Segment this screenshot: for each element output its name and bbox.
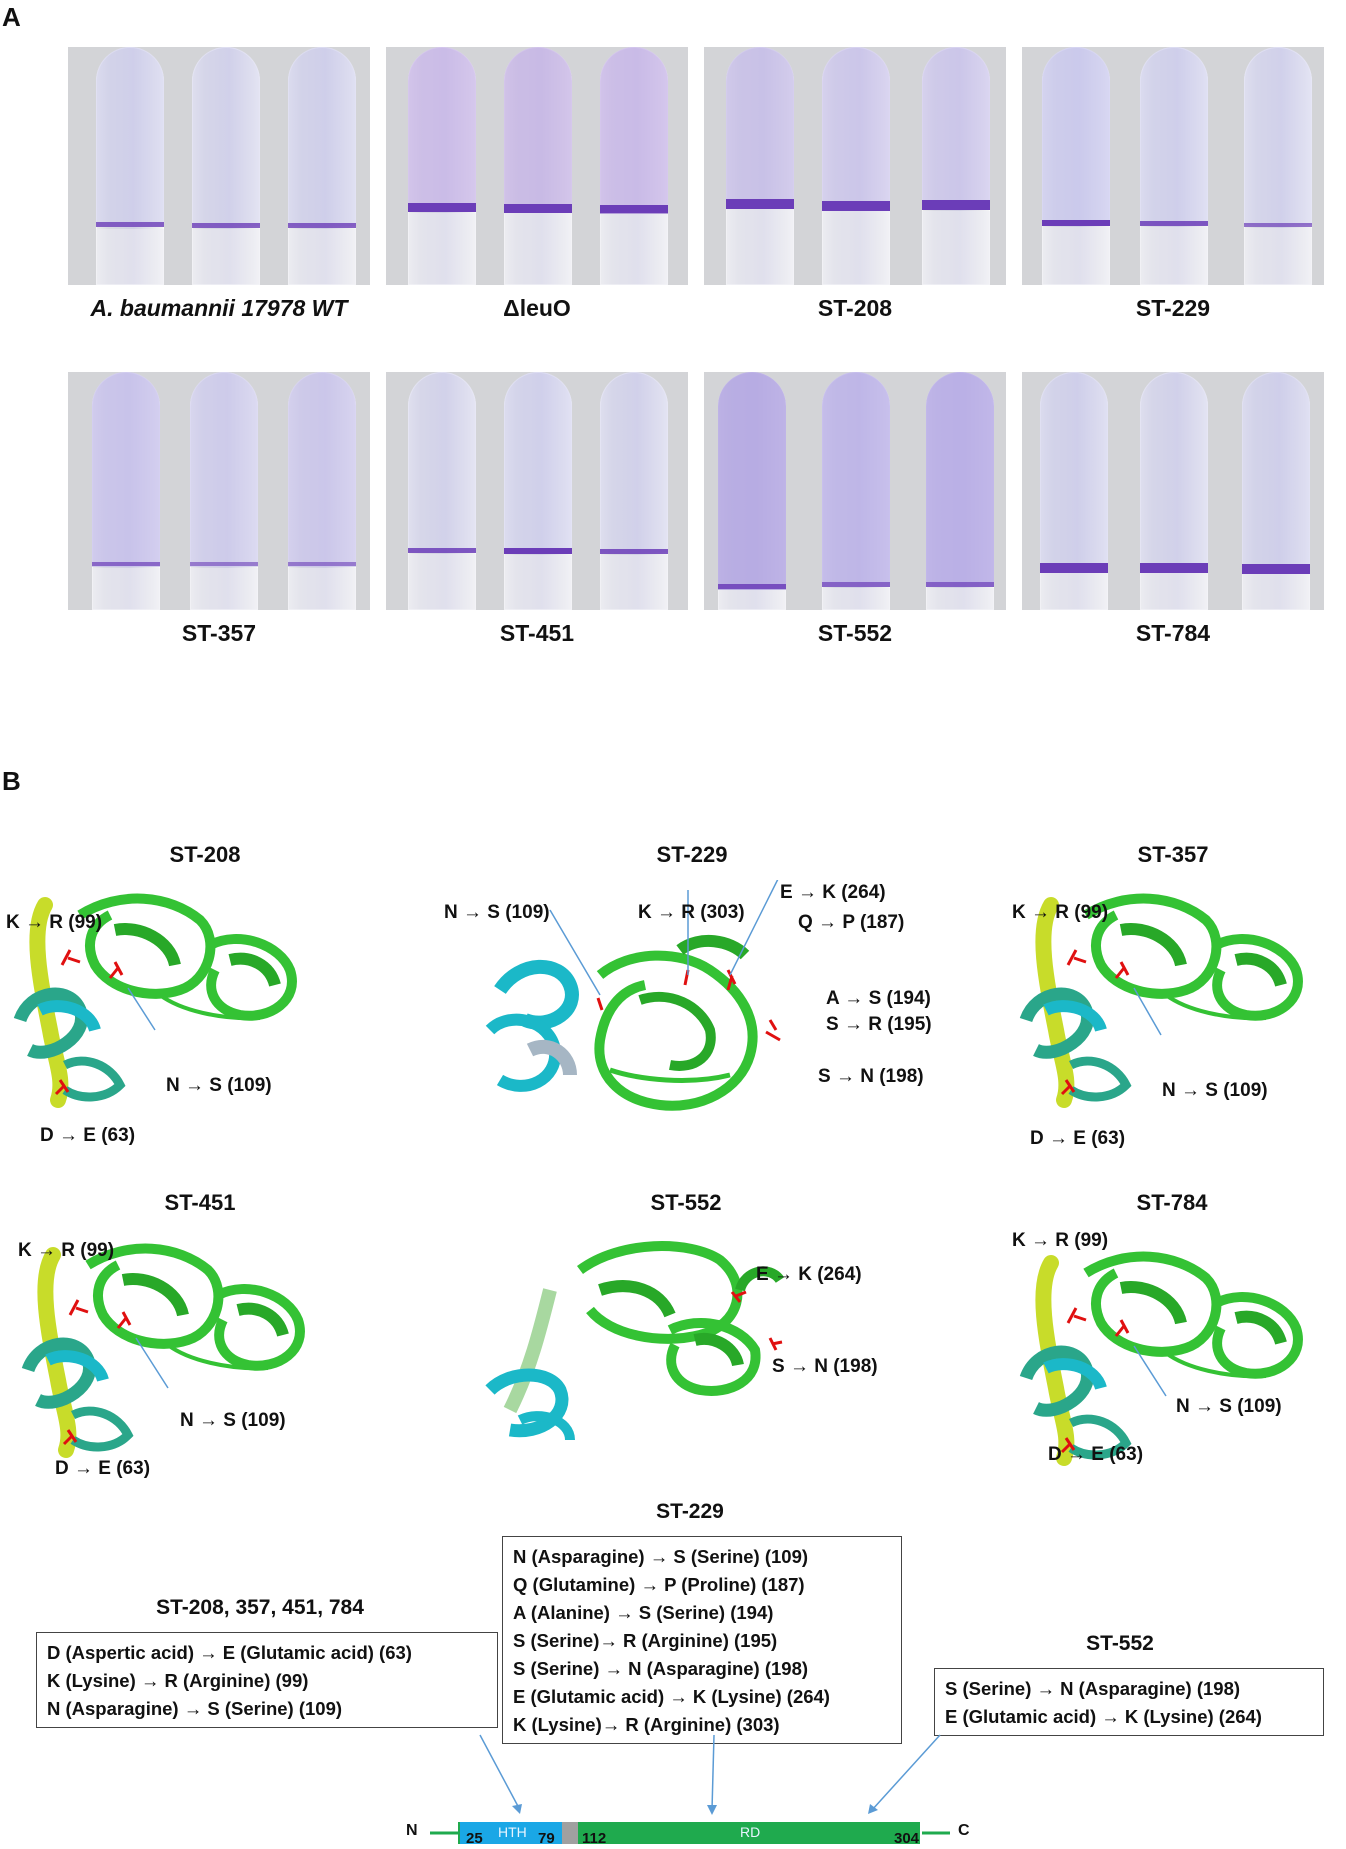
mut-st784-1: K → R (99): [1012, 1230, 1109, 1251]
photo-st552: [704, 372, 1006, 610]
box-line: N (Asparagine) → S (Serine) (109): [47, 1698, 343, 1719]
mut-st357-1: K → R (99): [1012, 902, 1109, 923]
mut-st784-2: N → S (109): [1176, 1396, 1282, 1417]
mutation-box-left: D (Aspertic acid) → E (Glutamic acid) (6…: [36, 1632, 498, 1728]
arrow-right: [871, 1734, 941, 1811]
structure-st208: [10, 870, 310, 1130]
mut-st208-3: D → E (63): [40, 1125, 136, 1146]
box-title-right: ST-552: [1086, 1632, 1154, 1655]
mut-st552-1: E → K (264): [756, 1264, 862, 1285]
mut-st229-2: K → R (303): [638, 902, 745, 923]
rd-label: RD: [740, 1824, 761, 1840]
mutation-box-right: S (Serine) → N (Asparagine) (198) E (Glu…: [934, 1668, 1324, 1736]
struct-title-st229: ST-229: [656, 842, 728, 867]
mut-st229-5: A → S (194): [826, 988, 931, 1009]
label-st208: ST-208: [817, 295, 893, 321]
arrow-left: [479, 1734, 521, 1811]
box-line: D (Aspertic acid) → E (Glutamic acid) (6…: [47, 1642, 412, 1663]
photo-st451: [386, 372, 688, 610]
mut-st357-2: N → S (109): [1162, 1080, 1268, 1101]
struct-title-st451: ST-451: [164, 1190, 236, 1215]
mut-st229-6: S → R (195): [826, 1014, 932, 1035]
pos-112: 112: [582, 1830, 607, 1847]
linker-region: [562, 1822, 578, 1844]
structure-st552: [485, 1241, 785, 1441]
box-line: A (Alanine) → S (Serine) (194): [513, 1602, 774, 1623]
mut-st229-3: E → K (264): [780, 882, 886, 903]
rd-domain: [578, 1822, 920, 1844]
hth-label: HTH: [498, 1824, 527, 1840]
mut-st451-1: K → R (99): [18, 1240, 115, 1261]
structure-st229: [485, 880, 781, 1111]
arrow-middle: [711, 1734, 715, 1811]
mut-st229-7: S → N (198): [818, 1066, 924, 1087]
mut-st208-1: K → R (99): [6, 912, 103, 933]
box-line: E (Glutamic acid) → K (Lysine) (264): [945, 1706, 1262, 1727]
label-delta-leuo: ΔleuO: [503, 295, 571, 321]
panel-a-label: A: [2, 2, 21, 32]
mut-st229-1: N → S (109): [444, 902, 550, 923]
pos-304: 304: [894, 1830, 920, 1847]
label-st229: ST-229: [1135, 295, 1211, 321]
photo-st357: [68, 372, 370, 610]
mut-st229-4: Q → P (187): [798, 912, 905, 933]
box-line: Q (Glutamine) → P (Proline) (187): [513, 1574, 805, 1595]
mut-st784-3: D → E (63): [1048, 1444, 1144, 1465]
box-line: E (Glutamic acid) → K (Lysine) (264): [513, 1686, 830, 1707]
structure-st784: [1016, 1228, 1316, 1488]
hth-domain: [460, 1822, 562, 1844]
panel-b-label: B: [2, 766, 21, 796]
label-st552: ST-552: [817, 620, 893, 646]
domain-map: [430, 1734, 950, 1844]
box-line: N (Asparagine) → S (Serine) (109): [513, 1546, 809, 1567]
photo-delta-leuo: [386, 47, 688, 285]
box-line: K (Lysine) → R (Arginine) (99): [47, 1670, 309, 1691]
c-terminus: C: [958, 1822, 970, 1839]
box-title-middle: ST-229: [656, 1500, 724, 1523]
structure-st357: [1016, 870, 1316, 1130]
mut-st451-2: N → S (109): [180, 1410, 286, 1431]
struct-title-st784: ST-784: [1136, 1190, 1208, 1215]
structure-st451: [18, 1220, 318, 1480]
mut-st451-3: D → E (63): [55, 1458, 151, 1479]
box-line: K (Lysine)→ R (Arginine) (303): [513, 1714, 780, 1735]
box-line: S (Serine)→ R (Arginine) (195): [513, 1630, 778, 1651]
box-title-left: ST-208, 357, 451, 784: [156, 1596, 364, 1619]
mut-st208-2: N → S (109): [166, 1075, 272, 1096]
photo-st208: [704, 47, 1006, 285]
struct-title-st552: ST-552: [650, 1190, 722, 1215]
photo-wt: [68, 47, 370, 285]
box-line: S (Serine) → N (Asparagine) (198): [513, 1658, 809, 1679]
label-st357: ST-357: [181, 620, 257, 646]
label-st784: ST-784: [1135, 620, 1211, 646]
label-st451: ST-451: [499, 620, 575, 646]
box-line: S (Serine) → N (Asparagine) (198): [945, 1678, 1241, 1699]
mut-st357-3: D → E (63): [1030, 1128, 1126, 1149]
n-terminus: N: [406, 1822, 418, 1839]
pos-79: 79: [538, 1830, 555, 1847]
pos-25: 25: [466, 1830, 483, 1847]
mutation-box-middle: N (Asparagine) → S (Serine) (109) Q (Glu…: [502, 1536, 902, 1744]
photo-st784: [1022, 372, 1324, 610]
arrow-line: [127, 987, 156, 1031]
label-wt: A. baumannii 17978 WT: [90, 295, 348, 321]
struct-title-st357: ST-357: [1137, 842, 1209, 867]
struct-title-st208: ST-208: [169, 842, 241, 867]
photo-st229: [1022, 47, 1324, 285]
mut-st552-2: S → N (198): [772, 1356, 878, 1377]
